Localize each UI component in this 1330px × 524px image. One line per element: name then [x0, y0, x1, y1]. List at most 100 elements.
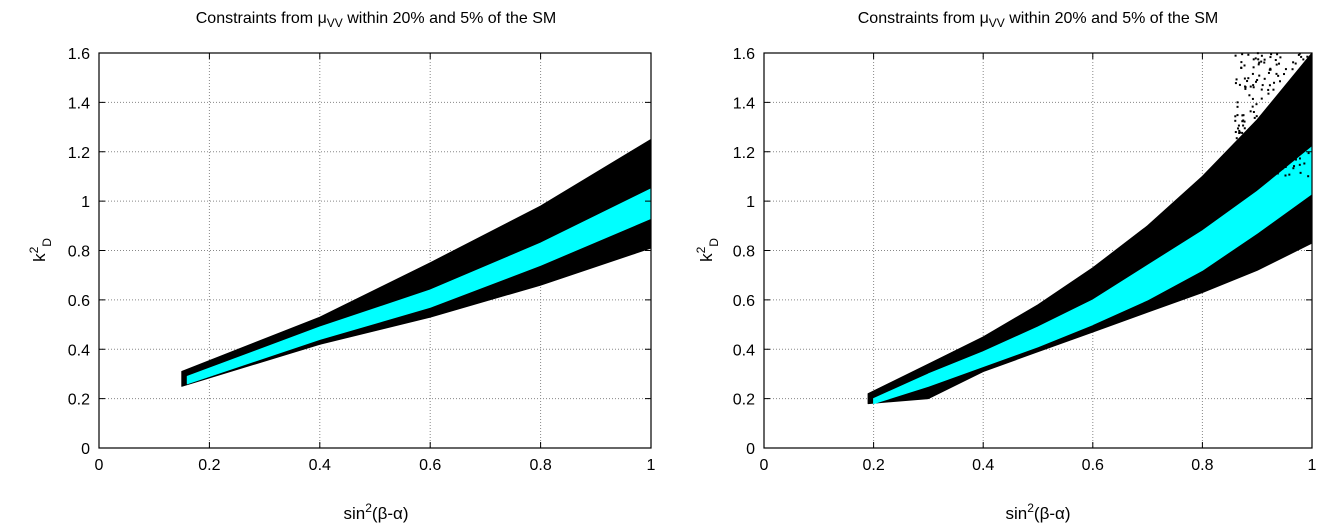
scatter-point — [1235, 172, 1238, 175]
scatter-point — [1286, 95, 1289, 98]
scatter-point — [1285, 155, 1288, 158]
scatter-point — [1251, 97, 1254, 100]
scatter-point — [1277, 74, 1280, 77]
scatter-point — [1302, 124, 1305, 127]
scatter-point — [1281, 167, 1284, 170]
scatter-point — [1260, 88, 1263, 91]
x-tick-label: 0.8 — [1191, 457, 1213, 474]
scatter-point — [1308, 76, 1311, 79]
x-tick-label: 0.6 — [1082, 457, 1104, 474]
scatter-point — [1267, 71, 1270, 74]
scatter-point — [1274, 110, 1277, 113]
scatter-point — [1265, 161, 1268, 164]
scatter-point — [1307, 152, 1310, 155]
scatter-point — [1248, 137, 1251, 140]
scatter-point — [1253, 145, 1256, 148]
scatter-point — [1268, 166, 1271, 169]
scatter-point — [1308, 106, 1311, 109]
scatter-point — [1277, 138, 1280, 141]
scatter-point — [1251, 105, 1254, 108]
scatter-point — [1305, 69, 1308, 72]
scatter-point — [1278, 62, 1281, 65]
scatter-point — [1243, 127, 1246, 130]
scatter-point — [1285, 140, 1288, 143]
scatter-point — [1258, 172, 1261, 175]
scatter-point — [1284, 174, 1287, 177]
scatter-point — [1272, 120, 1275, 123]
scatter-point — [1282, 164, 1285, 167]
scatter-point — [1300, 55, 1303, 58]
scatter-point — [1260, 60, 1263, 63]
scatter-point — [1244, 86, 1247, 89]
scatter-point — [1284, 165, 1287, 168]
scatter-point — [1269, 156, 1272, 159]
scatter-point — [1239, 131, 1242, 134]
scatter-point — [1279, 157, 1282, 160]
scatter-point — [1236, 101, 1239, 104]
scatter-point — [1236, 127, 1239, 130]
scatter-point — [1288, 173, 1291, 176]
scatter-point — [1267, 92, 1270, 95]
scatter-point — [1242, 124, 1245, 127]
x-tick-label: 0.4 — [309, 457, 331, 474]
scatter-point — [1293, 165, 1296, 168]
scatter-point — [1285, 113, 1288, 116]
scatter-point — [1264, 171, 1267, 174]
scatter-point — [1261, 84, 1264, 87]
scatter-point — [1247, 53, 1250, 56]
y-tick-label: 1 — [81, 194, 90, 211]
scatter-point — [1276, 172, 1279, 175]
scatter-point — [1263, 77, 1266, 80]
scatter-point — [1235, 78, 1238, 81]
scatter-point — [1266, 107, 1269, 110]
scatter-point — [1265, 147, 1268, 150]
scatter-point — [1242, 114, 1245, 117]
scatter-point — [1269, 107, 1272, 110]
scatter-point — [1295, 133, 1298, 136]
scatter-point — [1258, 61, 1261, 64]
scatter-point — [1252, 66, 1255, 69]
scatter-point — [1280, 126, 1283, 129]
scatter-point — [1303, 91, 1306, 94]
scatter-point — [1234, 82, 1237, 85]
scatter-point — [1253, 116, 1256, 119]
scatter-point — [1260, 97, 1263, 100]
scatter-point — [1252, 86, 1255, 89]
scatter-point — [1276, 134, 1279, 137]
scatter-point — [1294, 89, 1297, 92]
scatter-point — [1302, 93, 1305, 96]
y-tick-label: 0.2 — [68, 392, 90, 409]
scatter-point — [1234, 54, 1237, 57]
scatter-point — [1275, 168, 1278, 171]
scatter-point — [1268, 128, 1271, 131]
scatter-point — [1236, 114, 1239, 117]
scatter-point — [1285, 138, 1288, 141]
scatter-point — [1294, 88, 1297, 91]
y-tick-label: 1.2 — [68, 145, 90, 162]
chart-panel-right: Constraints from μVV within 20% and 5% o… — [694, 10, 1317, 523]
scatter-point — [1243, 120, 1246, 123]
scatter-point — [1254, 146, 1257, 149]
scatter-point — [1276, 53, 1279, 56]
scatter-point — [1275, 63, 1278, 66]
scatter-point — [1279, 93, 1282, 96]
y-tick-label: 0 — [746, 441, 755, 458]
y-tick-label: 0.2 — [733, 392, 755, 409]
scatter-point — [1276, 105, 1279, 108]
x-tick-label: 0.8 — [529, 457, 551, 474]
scatter-point — [1282, 129, 1285, 132]
scatter-point — [1240, 149, 1243, 152]
scatter-point — [1283, 73, 1286, 76]
scatter-point — [1235, 152, 1238, 155]
y-axis-label: k2D — [694, 238, 721, 262]
scatter-point — [1275, 140, 1278, 143]
scatter-point — [1240, 172, 1243, 175]
scatter-point — [1244, 147, 1247, 150]
scatter-point — [1263, 58, 1266, 61]
scatter-point — [1245, 134, 1248, 137]
x-tick-label: 0.2 — [862, 457, 884, 474]
scatter-point — [1238, 132, 1241, 135]
scatter-point — [1241, 120, 1244, 123]
scatter-point — [1257, 63, 1260, 66]
scatter-point — [1298, 163, 1301, 166]
